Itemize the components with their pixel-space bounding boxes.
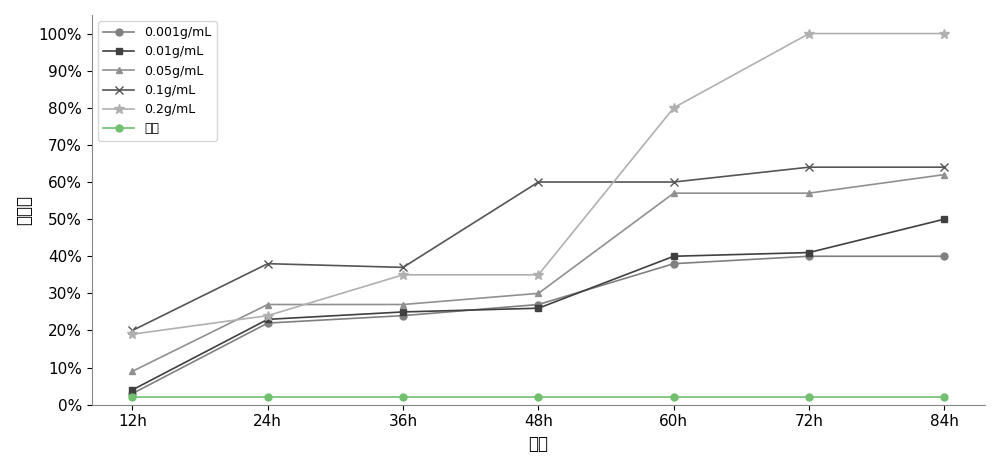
0.01g/mL [532, 306, 544, 311]
0.001g/mL [262, 320, 274, 326]
清水 [803, 395, 815, 400]
0.01g/mL [938, 216, 950, 222]
0.01g/mL [803, 250, 815, 256]
0.1g/mL [938, 164, 950, 170]
清水 [532, 395, 544, 400]
0.05g/mL [262, 302, 274, 307]
0.2g/mL [938, 31, 950, 37]
0.2g/mL [668, 105, 680, 110]
0.05g/mL [532, 291, 544, 296]
清水 [938, 395, 950, 400]
0.001g/mL [803, 254, 815, 259]
Line: 0.01g/mL: 0.01g/mL [129, 216, 948, 393]
X-axis label: 时间: 时间 [528, 435, 548, 453]
0.1g/mL [532, 179, 544, 185]
0.2g/mL [126, 331, 138, 337]
0.2g/mL [397, 272, 409, 278]
0.001g/mL [938, 254, 950, 259]
0.05g/mL [938, 172, 950, 177]
0.05g/mL [803, 190, 815, 196]
Y-axis label: 死亡率: 死亡率 [15, 195, 33, 225]
0.1g/mL [803, 164, 815, 170]
0.001g/mL [126, 391, 138, 396]
Line: 0.001g/mL: 0.001g/mL [129, 253, 948, 397]
清水 [126, 395, 138, 400]
0.01g/mL [126, 387, 138, 393]
Line: 0.05g/mL: 0.05g/mL [129, 171, 948, 375]
0.05g/mL [126, 368, 138, 374]
0.01g/mL [397, 309, 409, 315]
0.001g/mL [532, 302, 544, 307]
0.1g/mL [668, 179, 680, 185]
0.001g/mL [668, 261, 680, 266]
0.1g/mL [397, 264, 409, 270]
Line: 0.2g/mL: 0.2g/mL [128, 29, 949, 339]
清水 [262, 395, 274, 400]
0.1g/mL [126, 328, 138, 333]
0.01g/mL [668, 254, 680, 259]
0.2g/mL [803, 31, 815, 37]
0.05g/mL [668, 190, 680, 196]
Legend: 0.001g/mL, 0.01g/mL, 0.05g/mL, 0.1g/mL, 0.2g/mL, 清水: 0.001g/mL, 0.01g/mL, 0.05g/mL, 0.1g/mL, … [98, 21, 217, 140]
0.1g/mL [262, 261, 274, 266]
Line: 0.1g/mL: 0.1g/mL [128, 163, 949, 335]
0.2g/mL [532, 272, 544, 278]
0.05g/mL [397, 302, 409, 307]
清水 [668, 395, 680, 400]
清水 [397, 395, 409, 400]
0.01g/mL [262, 316, 274, 322]
0.2g/mL [262, 313, 274, 318]
0.001g/mL [397, 313, 409, 318]
Line: 清水: 清水 [129, 394, 948, 401]
